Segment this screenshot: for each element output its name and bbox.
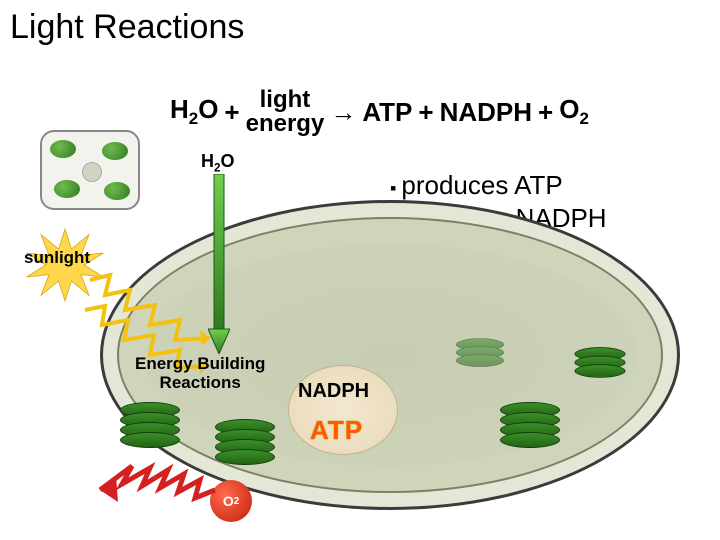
leaf-cell-inset xyxy=(40,130,140,210)
thylakoid-stack xyxy=(456,343,504,367)
thylakoid xyxy=(456,354,504,367)
thylakoid-stack xyxy=(575,352,626,378)
eq-o2: O2 xyxy=(559,94,589,129)
chloroplast-icon xyxy=(54,180,80,198)
eq-plus-1: + xyxy=(224,97,239,128)
chloroplast-diagram: sunlight H2O Energy Building Reactions N… xyxy=(20,140,700,530)
equation: H2O + light energy → ATP + NADPH + O2 xyxy=(170,88,589,136)
down-arrow-icon xyxy=(208,174,230,354)
page-title: Light Reactions xyxy=(10,8,244,47)
nadph-label: NADPH xyxy=(298,380,369,403)
eq-atp: ATP xyxy=(362,97,412,128)
eq-nadph: NADPH xyxy=(440,97,532,128)
thylakoid-stack xyxy=(215,425,275,465)
chloroplast-icon xyxy=(104,182,130,200)
eq-arrow: → xyxy=(330,97,356,128)
atp-label: ATP xyxy=(310,415,363,446)
chloroplast-icon xyxy=(50,140,76,158)
energy-building-reactions-label: Energy Building Reactions xyxy=(135,355,265,392)
chloroplast-icon xyxy=(102,142,128,160)
h2o-label: H2O xyxy=(195,150,241,176)
thylakoid-stack xyxy=(500,408,560,448)
eq-h2o: H2O xyxy=(170,94,218,129)
eq-lightenergy: light energy xyxy=(246,88,325,136)
eq-plus-2: + xyxy=(418,97,433,128)
sunlight-label: sunlight xyxy=(24,248,90,268)
thylakoid-stack xyxy=(120,408,180,448)
o2-release-arrow-icon xyxy=(60,460,220,530)
thylakoid xyxy=(120,432,180,448)
thylakoid xyxy=(500,432,560,448)
eq-plus-3: + xyxy=(538,97,553,128)
thylakoid xyxy=(575,364,626,378)
nucleus xyxy=(82,162,102,182)
thylakoid xyxy=(215,449,275,465)
